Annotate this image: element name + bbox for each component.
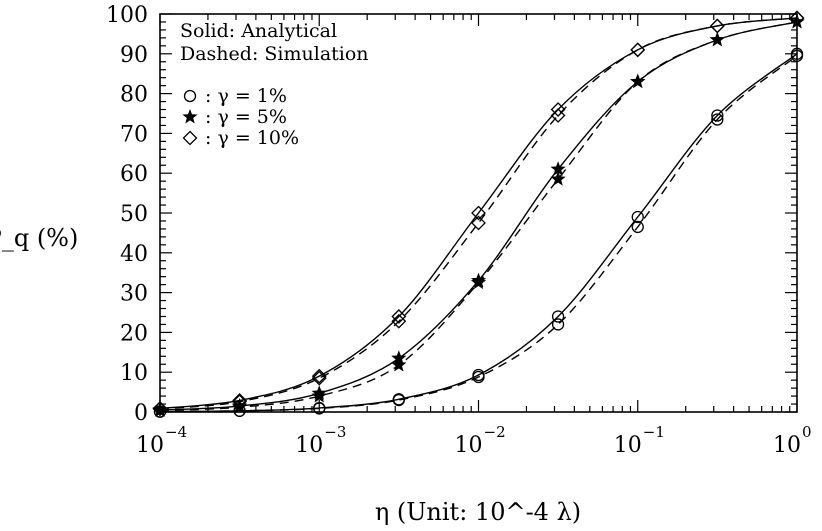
data-point-diamond bbox=[311, 368, 327, 384]
legend-marker-diamond bbox=[182, 130, 198, 146]
data-point-diamond bbox=[391, 313, 407, 329]
data-point-star bbox=[789, 13, 805, 29]
y-tick-label: 40 bbox=[120, 242, 148, 267]
data-point-circle bbox=[472, 370, 485, 384]
x-tick-exponent: −4 bbox=[165, 423, 187, 441]
data-point-diamond bbox=[471, 215, 486, 231]
data-point-diamond bbox=[630, 42, 646, 58]
legend-series-label: : γ = 5% bbox=[205, 106, 287, 128]
x-tick-exponent: −2 bbox=[484, 423, 506, 441]
data-point-star bbox=[391, 357, 407, 372]
x-tick-label: 10−3 bbox=[295, 423, 346, 458]
y-tick-label: 10 bbox=[120, 361, 148, 386]
y-tick-label: 30 bbox=[120, 282, 148, 307]
x-tick-exponent: −3 bbox=[324, 423, 346, 441]
data-point-circle bbox=[711, 113, 724, 126]
y-tick-label: 90 bbox=[120, 43, 148, 68]
x-tick-base: 10 bbox=[295, 433, 323, 458]
x-tick-base: 10 bbox=[455, 433, 483, 458]
data-point-circle bbox=[551, 310, 565, 323]
x-tick-label: 10−1 bbox=[614, 423, 665, 458]
data-point-circle bbox=[631, 220, 644, 234]
series-line-circle-solid bbox=[159, 53, 798, 413]
legend-style-label: Dashed: Simulation bbox=[180, 43, 369, 65]
data-point-star bbox=[550, 171, 566, 186]
y-tick-label: 70 bbox=[120, 122, 148, 147]
y-tick-label: 50 bbox=[120, 202, 148, 227]
series-line-circle-dashed bbox=[159, 55, 798, 413]
data-point-diamond bbox=[709, 18, 725, 34]
data-point-diamond bbox=[471, 205, 486, 221]
data-point-star bbox=[550, 161, 566, 176]
data-point-diamond bbox=[232, 393, 247, 408]
legend-series-label: : γ = 10% bbox=[205, 127, 299, 149]
data-point-circle bbox=[790, 49, 804, 62]
x-axis-title: η (Unit: 10^-4 λ) bbox=[375, 498, 581, 526]
y-tick-label: 20 bbox=[120, 321, 148, 346]
data-point-diamond bbox=[550, 102, 566, 117]
legend-marker-star bbox=[182, 109, 198, 124]
legend-style-label: Solid: Analytical bbox=[180, 20, 337, 42]
data-point-circle bbox=[711, 109, 724, 122]
data-point-diamond bbox=[550, 108, 566, 123]
data-point-star bbox=[152, 402, 168, 417]
series-line-star-dashed bbox=[159, 21, 798, 412]
x-tick-base: 10 bbox=[136, 433, 164, 458]
data-point-diamond bbox=[311, 370, 327, 386]
data-point-diamond bbox=[232, 394, 247, 410]
y-tick-label: 0 bbox=[134, 401, 148, 426]
y-axis-title: P_q (%) bbox=[0, 224, 78, 252]
data-point-star bbox=[709, 31, 725, 47]
data-point-circle bbox=[313, 402, 326, 415]
y-tick-label: 80 bbox=[120, 83, 148, 108]
data-point-star bbox=[311, 388, 327, 403]
data-point-diamond bbox=[391, 309, 407, 324]
x-tick-base: 10 bbox=[614, 433, 642, 458]
data-point-star bbox=[470, 274, 487, 290]
data-point-circle bbox=[631, 210, 644, 224]
y-tick-label: 100 bbox=[106, 3, 148, 28]
legend-marker-circle bbox=[183, 89, 197, 103]
x-tick-label: 10−2 bbox=[455, 423, 506, 458]
data-point-circle bbox=[551, 318, 565, 331]
data-point-diamond bbox=[789, 10, 805, 26]
x-tick-base: 10 bbox=[773, 433, 801, 458]
x-tick-exponent: 0 bbox=[802, 423, 812, 441]
x-tick-exponent: −1 bbox=[643, 423, 665, 441]
y-tick-label: 60 bbox=[120, 162, 148, 187]
data-point-diamond bbox=[152, 401, 168, 417]
data-point-star bbox=[630, 73, 646, 89]
series-line-diamond-solid bbox=[159, 17, 798, 410]
legend-series-label: : γ = 1% bbox=[205, 85, 287, 107]
x-tick-label: 10−4 bbox=[136, 423, 187, 458]
data-point-circle bbox=[392, 393, 405, 407]
x-tick-label: 100 bbox=[773, 423, 812, 458]
